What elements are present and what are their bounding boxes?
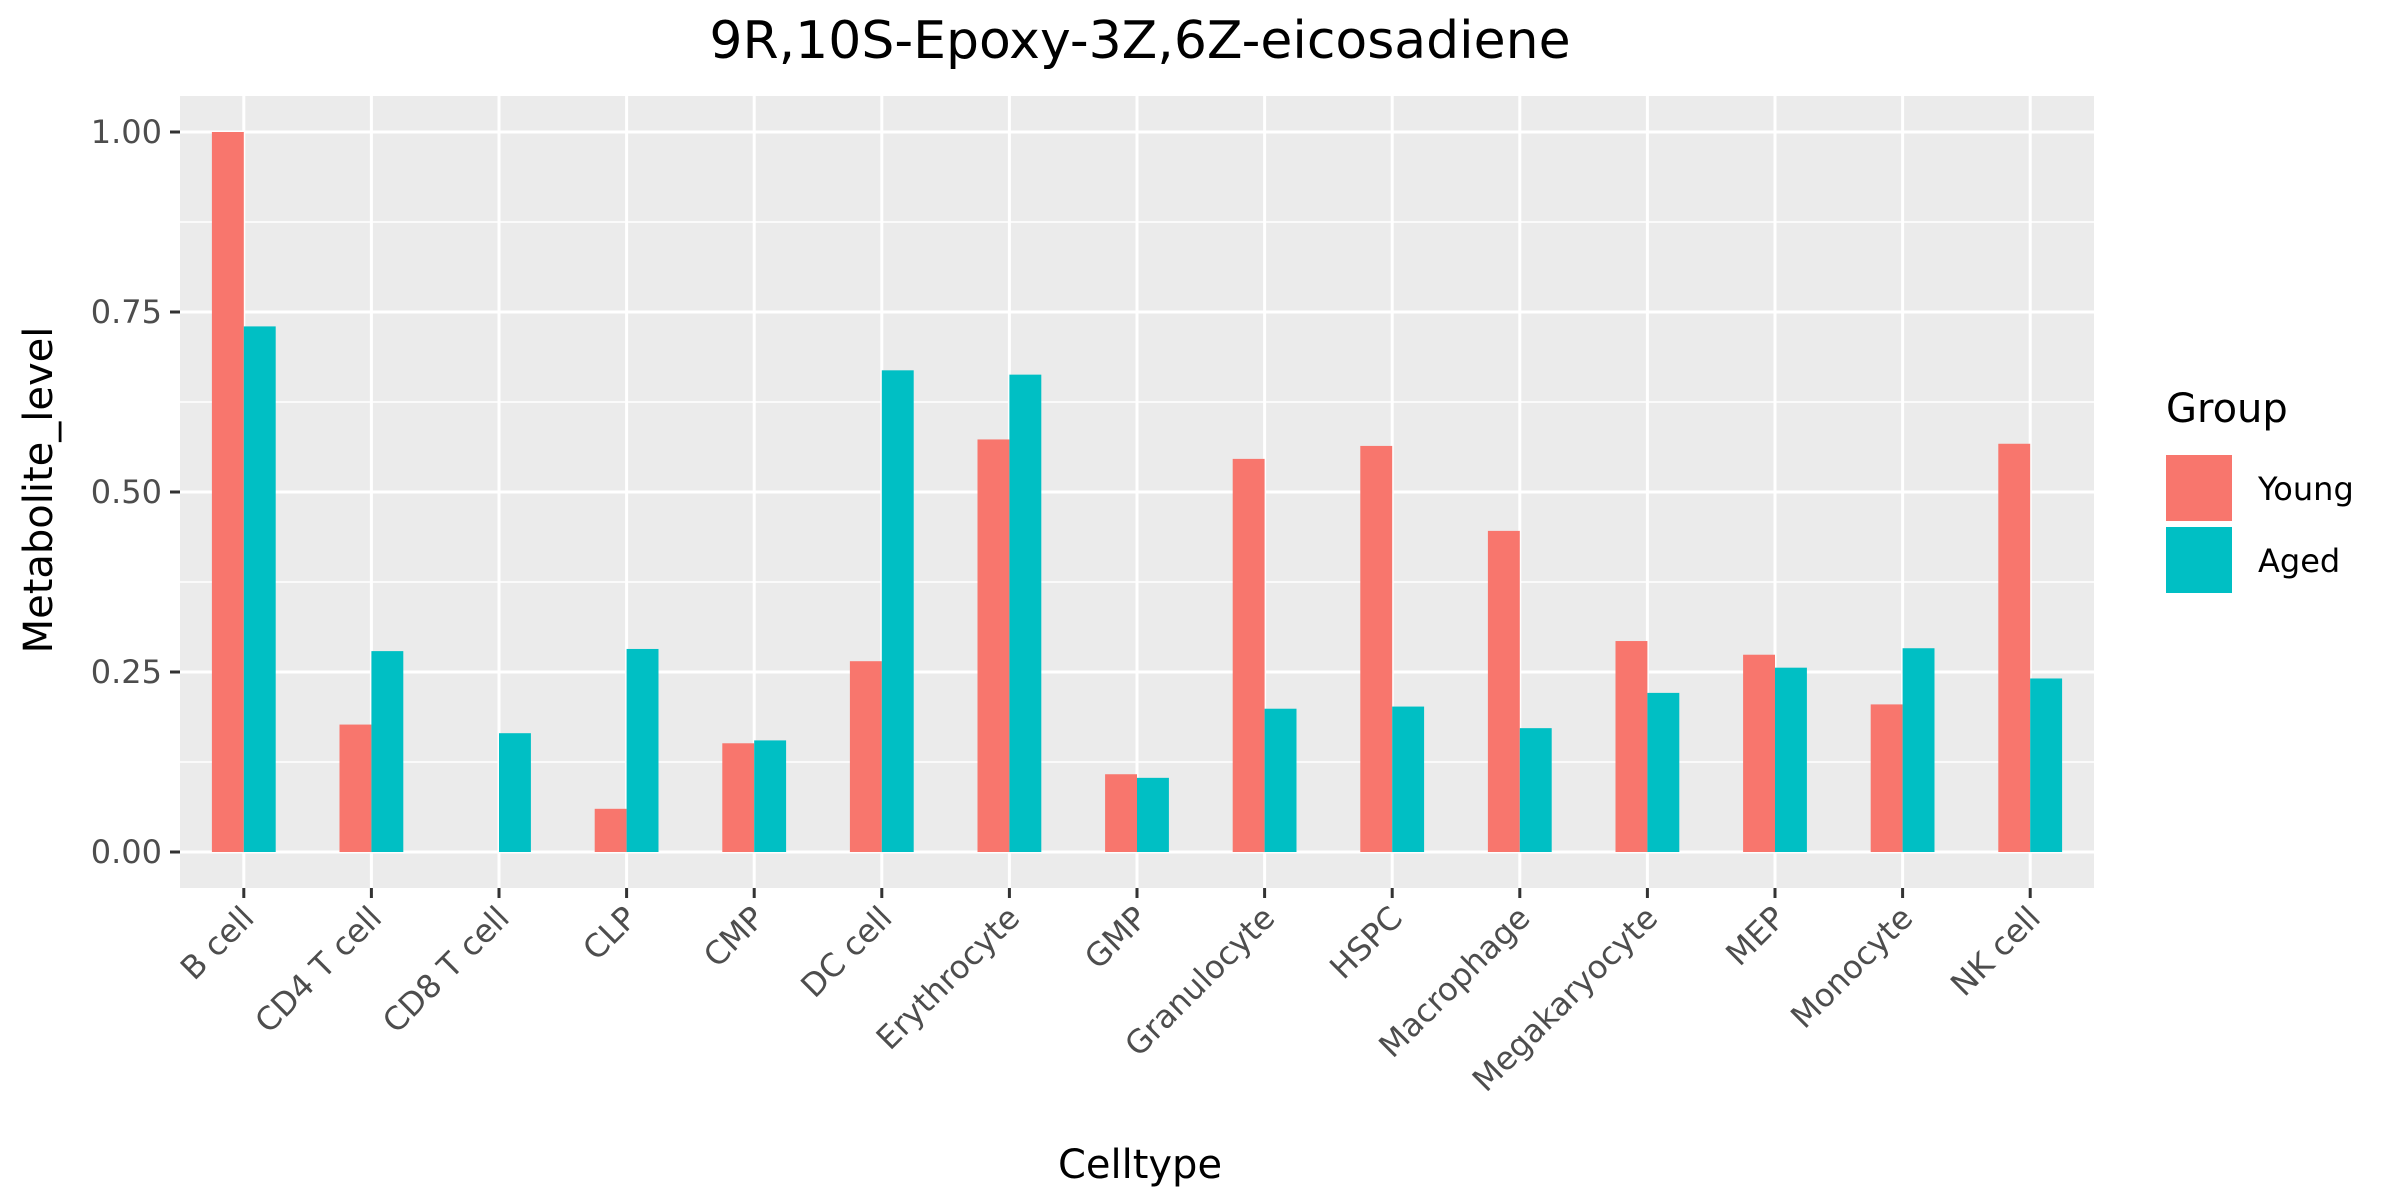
x-tick-label: NK cell	[1943, 899, 2048, 1004]
bar-aged	[243, 326, 276, 852]
bar-young	[339, 724, 372, 852]
y-tick-label: 1.00	[91, 113, 162, 151]
bar-young	[1232, 458, 1265, 852]
y-tick-label: 0.50	[91, 473, 162, 511]
y-tick-label: 0.75	[91, 293, 162, 331]
chart-title: 9R,10S-Epoxy-3Z,6Z-eicosadiene	[709, 11, 1570, 71]
x-tick-label: CLP	[575, 899, 644, 968]
bar-aged	[1392, 706, 1425, 852]
bar-young	[1743, 654, 1775, 852]
x-tick-label: B cell	[173, 899, 262, 988]
bar-aged	[1137, 777, 1169, 852]
x-tick-label: Monocyte	[1783, 899, 1920, 1036]
bar-aged	[1264, 708, 1297, 852]
x-tick-label: GMP	[1077, 899, 1155, 977]
legend: Group Young Aged	[2166, 386, 2354, 593]
x-tick-label: MEP	[1718, 899, 1792, 973]
y-tick-label: 0.00	[91, 833, 162, 871]
legend-key-aged	[2166, 527, 2232, 593]
bar-aged	[626, 648, 659, 852]
bar-young	[849, 661, 882, 852]
x-tick-label: DC cell	[793, 899, 899, 1005]
bar-young	[211, 132, 244, 852]
legend-label-aged: Aged	[2258, 542, 2340, 580]
bar-aged	[1902, 648, 1935, 852]
bar-aged	[754, 740, 787, 852]
y-axis: 0.00 0.25 0.50 0.75 1.00	[91, 113, 180, 871]
bar-young	[1487, 530, 1520, 852]
bar-aged	[1009, 374, 1042, 852]
bar-aged	[371, 651, 404, 852]
bar-aged	[1647, 692, 1680, 852]
x-axis-title: Celltype	[1058, 1142, 1222, 1188]
legend-key-young	[2166, 455, 2232, 521]
x-tick-label: HSPC	[1322, 899, 1410, 987]
bar-young	[594, 808, 627, 852]
legend-label-young: Young	[2257, 470, 2354, 508]
bar-young	[1615, 641, 1648, 852]
x-tick-label: CD4 T cell	[247, 899, 389, 1041]
bar-young	[1360, 445, 1393, 852]
x-tick-label: CMP	[696, 899, 772, 975]
bar-aged	[2030, 678, 2063, 852]
bar-aged	[499, 733, 531, 852]
bar-aged	[881, 370, 914, 852]
bar-young	[1998, 443, 2031, 852]
bar-young	[977, 439, 1010, 852]
bar-young	[722, 743, 755, 852]
bar-young	[1870, 704, 1903, 852]
bars-group	[211, 132, 2063, 852]
bar-young	[1105, 774, 1137, 852]
y-axis-title: Metabolite_level	[16, 327, 62, 654]
legend-title: Group	[2166, 386, 2288, 432]
bar-aged	[1775, 667, 1807, 852]
bar-aged	[1519, 728, 1552, 852]
y-tick-label: 0.25	[91, 653, 162, 691]
x-tick-label: CD8 T cell	[375, 899, 517, 1041]
